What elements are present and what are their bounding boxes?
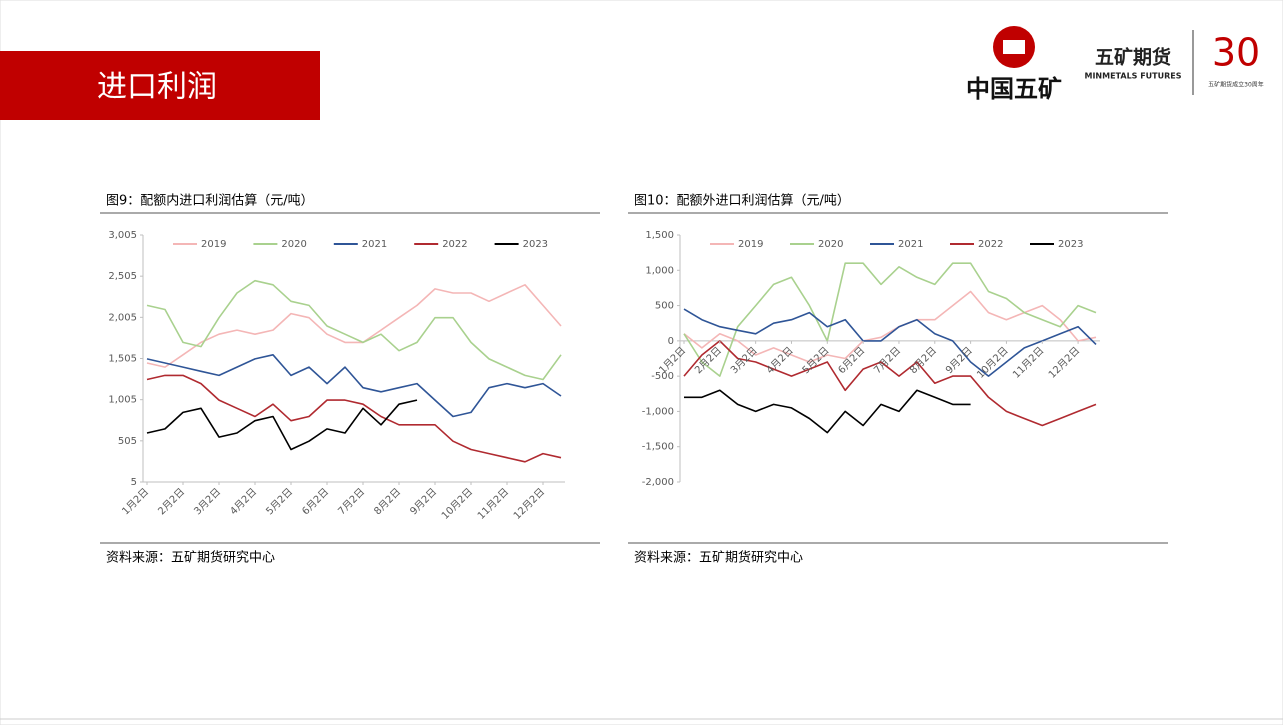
legend-label: 2020 (281, 239, 306, 250)
legend-label: 2019 (201, 239, 226, 250)
series-line (683, 308, 1097, 377)
y-tick-label: -1,500 (642, 442, 674, 453)
logo-company: 中国五矿 (966, 75, 1062, 103)
logo-brand: 五矿期货 (1095, 46, 1171, 69)
logo-anniversary: 30 (1212, 31, 1260, 75)
chart-title: 图9：配额内进口利润估算（元/吨） (106, 193, 314, 209)
y-tick-label: -2,000 (642, 477, 674, 488)
y-tick-label: -1,000 (642, 406, 674, 417)
legend-label: 2021 (362, 239, 387, 250)
legend-label: 2019 (738, 239, 763, 250)
y-tick-label: 500 (655, 301, 674, 312)
header-title: 进口利润 (97, 70, 217, 105)
logo-anniversary-text: 五矿期货成立30周年 (1208, 81, 1264, 89)
legend-label: 2023 (1058, 239, 1083, 250)
logo-brand-en: MINMETALS FUTURES (1084, 72, 1181, 81)
y-tick-label: 1,505 (108, 354, 137, 365)
legend-label: 2020 (818, 239, 843, 250)
legend-label: 2022 (442, 239, 467, 250)
chart-source: 资料来源：五矿期货研究中心 (106, 550, 275, 566)
series-line (683, 340, 1097, 427)
logo-emblem-inner (1003, 40, 1025, 54)
y-tick-label: 1,005 (108, 395, 137, 406)
legend-label: 2023 (523, 239, 548, 250)
series-line (146, 279, 562, 381)
y-tick-label: 1,000 (645, 265, 674, 276)
series-line (146, 399, 418, 451)
y-tick-label: 5 (131, 477, 137, 488)
y-tick-label: 505 (118, 436, 137, 447)
y-tick-label: 2,005 (108, 312, 137, 323)
chart-title: 图10：配额外进口利润估算（元/吨） (634, 194, 850, 209)
y-tick-label: 2,505 (108, 271, 137, 282)
y-tick-label: 3,005 (108, 230, 137, 241)
legend-label: 2022 (978, 239, 1003, 250)
y-tick-label: 0 (668, 336, 674, 347)
series-line (146, 374, 562, 463)
series-line (146, 284, 562, 368)
chart-source: 资料来源：五矿期货研究中心 (634, 550, 803, 566)
y-tick-label: -500 (651, 371, 674, 382)
series-line (146, 354, 562, 418)
header-band (0, 51, 320, 120)
series-line (684, 389, 971, 434)
y-tick-label: 1,500 (645, 230, 674, 241)
legend-label: 2021 (898, 239, 923, 250)
series-line (683, 290, 1097, 363)
series-line (683, 262, 1097, 377)
